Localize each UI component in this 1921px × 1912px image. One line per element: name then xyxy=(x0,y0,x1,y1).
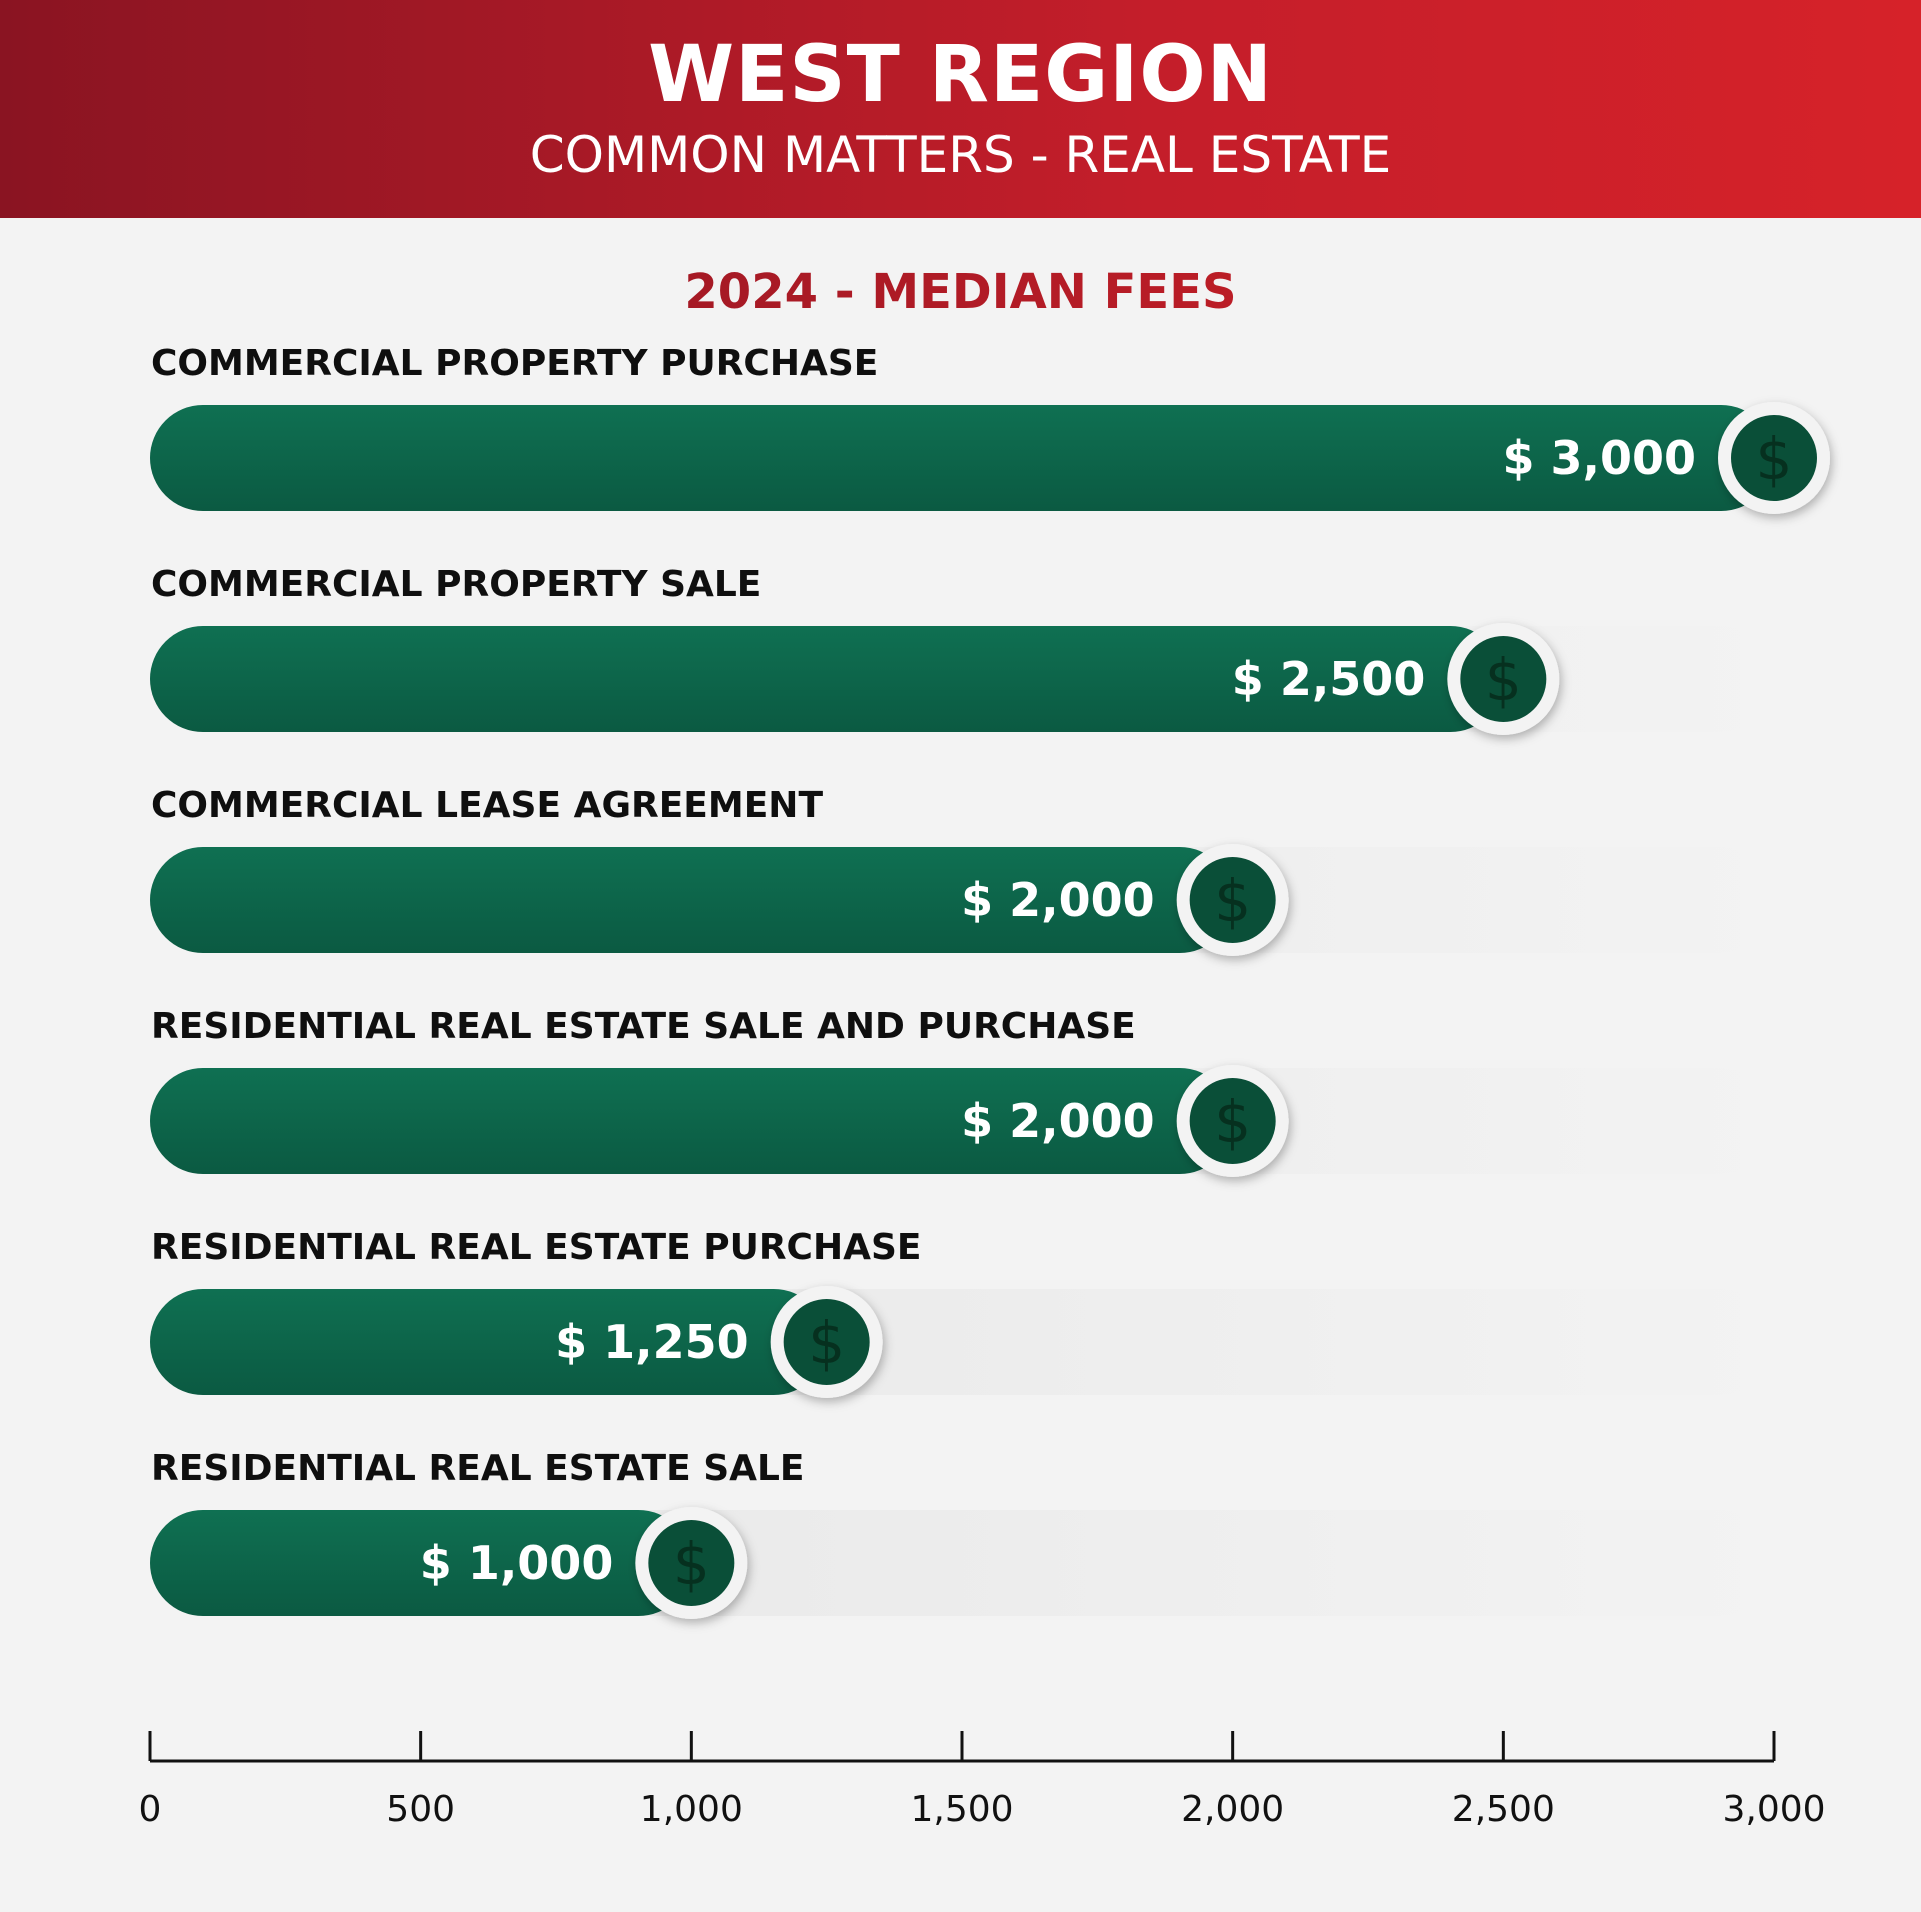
x-tick-label: 2,500 xyxy=(1452,1789,1555,1830)
category-label: COMMERCIAL LEASE AGREEMENT xyxy=(151,785,823,826)
x-axis: 0 500 1,000 1,500 2,000 2,500 3,000 xyxy=(139,1731,1826,1830)
category-label: RESIDENTIAL REAL ESTATE SALE xyxy=(151,1448,805,1489)
value-label: $ 2,000 xyxy=(961,873,1155,927)
dollar-glyph: $ xyxy=(808,1309,845,1377)
bar xyxy=(150,626,1504,732)
dollar-glyph: $ xyxy=(1214,867,1251,935)
bar xyxy=(150,1289,827,1395)
dollar-icon: $ xyxy=(770,1286,883,1398)
value-label: $ 3,000 xyxy=(1502,431,1696,485)
bar-rows: COMMERCIAL PROPERTY PURCHASE$ 3,000 $COMM… xyxy=(150,343,1830,1619)
dollar-icon: $ xyxy=(1176,1065,1289,1177)
bar-row: COMMERCIAL PROPERTY SALE $ 2,500 $ xyxy=(150,564,1774,735)
dollar-glyph: $ xyxy=(673,1530,710,1598)
value-label: $ 1,250 xyxy=(555,1315,749,1369)
bar-row: RESIDENTIAL REAL ESTATE SALE $ 1,000 $ xyxy=(150,1448,1774,1619)
dollar-icon: $ xyxy=(635,1507,748,1619)
category-label: RESIDENTIAL REAL ESTATE PURCHASE xyxy=(151,1227,921,1268)
bar-row: COMMERCIAL LEASE AGREEMENT $ 2,000 $ xyxy=(150,785,1774,956)
icon-disc xyxy=(1460,636,1547,722)
region-subtitle: COMMON MATTERS - REAL ESTATE xyxy=(529,126,1392,184)
bar-row: RESIDENTIAL REAL ESTATE PURCHASE $ 1,250 $ xyxy=(150,1227,1774,1398)
dollar-icon: $ xyxy=(1718,402,1830,514)
region-title: WEST REGION xyxy=(648,30,1273,120)
icon-disc xyxy=(1731,415,1817,501)
value-label: $ 2,000 xyxy=(961,1094,1155,1148)
bar-row: RESIDENTIAL REAL ESTATE SALE AND PURCHAS… xyxy=(150,1006,1774,1177)
chart-title: 2024 - MEDIAN FEES xyxy=(0,262,1921,322)
bar xyxy=(150,1510,692,1616)
value-label: $ 2,500 xyxy=(1232,652,1426,706)
bar-row: COMMERCIAL PROPERTY PURCHASE $ 3,000 $ xyxy=(150,343,1830,514)
category-label: COMMERCIAL PROPERTY PURCHASE xyxy=(151,343,878,384)
dollar-glyph: $ xyxy=(1756,425,1793,493)
bar xyxy=(150,1068,1233,1174)
x-tick-label: 1,000 xyxy=(640,1789,743,1830)
dollar-glyph: $ xyxy=(1485,646,1522,714)
dollar-icon: $ xyxy=(1447,623,1560,735)
value-label: $ 1,000 xyxy=(420,1536,614,1590)
header-banner: WEST REGION COMMON MATTERS - REAL ESTATE xyxy=(0,0,1921,218)
dollar-icon: $ xyxy=(1176,844,1289,956)
icon-disc xyxy=(783,1299,870,1385)
category-label: RESIDENTIAL REAL ESTATE SALE AND PURCHAS… xyxy=(151,1006,1136,1047)
x-tick-label: 500 xyxy=(386,1789,455,1830)
icon-disc xyxy=(1189,857,1276,943)
x-tick-label: 3,000 xyxy=(1722,1789,1825,1830)
x-tick-label: 2,000 xyxy=(1181,1789,1284,1830)
icon-disc xyxy=(648,1520,735,1606)
bar xyxy=(150,405,1774,511)
bar xyxy=(150,847,1233,953)
dollar-glyph: $ xyxy=(1214,1088,1251,1156)
icon-disc xyxy=(1189,1078,1276,1164)
category-label: COMMERCIAL PROPERTY SALE xyxy=(151,564,761,605)
x-tick-label: 1,500 xyxy=(910,1789,1013,1830)
x-tick-label: 0 xyxy=(139,1789,162,1830)
